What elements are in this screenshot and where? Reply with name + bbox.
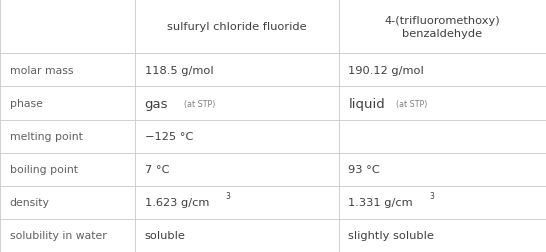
Text: 3: 3 (429, 191, 434, 200)
Text: 1.623 g/cm: 1.623 g/cm (145, 198, 209, 208)
Text: molar mass: molar mass (10, 66, 73, 76)
Text: (at STP): (at STP) (184, 99, 215, 108)
Text: 190.12 g/mol: 190.12 g/mol (348, 66, 424, 76)
Text: (at STP): (at STP) (396, 99, 427, 108)
Text: liquid: liquid (348, 97, 385, 110)
Text: sulfuryl chloride fluoride: sulfuryl chloride fluoride (167, 22, 306, 32)
Text: 4-(trifluoromethoxy)
benzaldehyde: 4-(trifluoromethoxy) benzaldehyde (384, 16, 500, 39)
Text: 118.5 g/mol: 118.5 g/mol (145, 66, 213, 76)
Text: 1.331 g/cm: 1.331 g/cm (348, 198, 413, 208)
Text: 3: 3 (225, 191, 230, 200)
Text: soluble: soluble (145, 231, 186, 240)
Text: density: density (10, 198, 50, 208)
Text: boiling point: boiling point (10, 165, 78, 175)
Text: phase: phase (10, 99, 43, 109)
Text: gas: gas (145, 97, 168, 110)
Text: −125 °C: −125 °C (145, 132, 193, 142)
Text: slightly soluble: slightly soluble (348, 231, 434, 240)
Text: 7 °C: 7 °C (145, 165, 169, 175)
Text: melting point: melting point (10, 132, 82, 142)
Text: 93 °C: 93 °C (348, 165, 380, 175)
Text: solubility in water: solubility in water (10, 231, 106, 240)
